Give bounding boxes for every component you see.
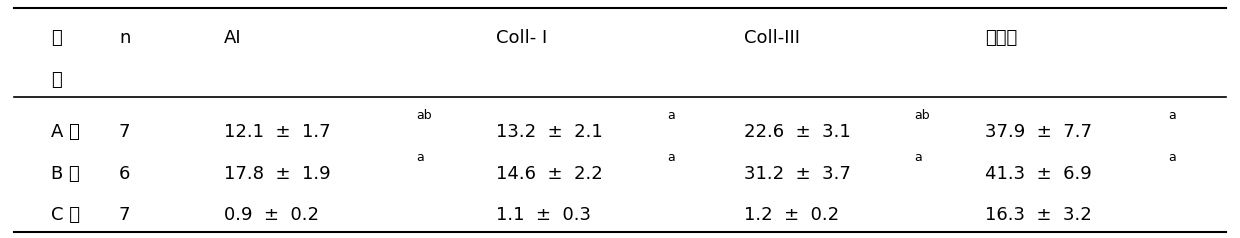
Text: 37.9  ±  7.7: 37.9 ± 7.7 (985, 123, 1092, 141)
Text: 1.1  ±  0.3: 1.1 ± 0.3 (496, 206, 591, 224)
Text: AI: AI (224, 29, 242, 47)
Text: A 组: A 组 (51, 123, 79, 141)
Text: 22.6  ±  3.1: 22.6 ± 3.1 (744, 123, 851, 141)
Text: a: a (1168, 109, 1176, 122)
Text: 醒固酮: 醒固酮 (985, 29, 1017, 47)
Text: a: a (1168, 151, 1176, 164)
Text: B 组: B 组 (51, 165, 79, 183)
Text: 41.3  ±  6.9: 41.3 ± 6.9 (985, 165, 1091, 183)
Text: Coll- Ⅰ: Coll- Ⅰ (496, 29, 548, 47)
Text: a: a (914, 151, 923, 164)
Text: 组: 组 (51, 29, 62, 47)
Text: 6: 6 (119, 165, 130, 183)
Text: 别: 别 (51, 71, 62, 89)
Text: 12.1  ±  1.7: 12.1 ± 1.7 (224, 123, 331, 141)
Text: ab: ab (415, 109, 432, 122)
Text: 0.9  ±  0.2: 0.9 ± 0.2 (224, 206, 319, 224)
Text: a: a (415, 151, 424, 164)
Text: 7: 7 (119, 123, 130, 141)
Text: 14.6  ±  2.2: 14.6 ± 2.2 (496, 165, 603, 183)
Text: n: n (119, 29, 130, 47)
Text: Coll-III: Coll-III (744, 29, 800, 47)
Text: 16.3  ±  3.2: 16.3 ± 3.2 (985, 206, 1091, 224)
Text: C 组: C 组 (51, 206, 79, 224)
Text: 31.2  ±  3.7: 31.2 ± 3.7 (744, 165, 851, 183)
Text: 7: 7 (119, 206, 130, 224)
Text: 13.2  ±  2.1: 13.2 ± 2.1 (496, 123, 603, 141)
Text: 1.2  ±  0.2: 1.2 ± 0.2 (744, 206, 838, 224)
Text: ab: ab (914, 109, 930, 122)
Text: a: a (667, 109, 675, 122)
Text: 17.8  ±  1.9: 17.8 ± 1.9 (224, 165, 331, 183)
Text: a: a (667, 151, 675, 164)
